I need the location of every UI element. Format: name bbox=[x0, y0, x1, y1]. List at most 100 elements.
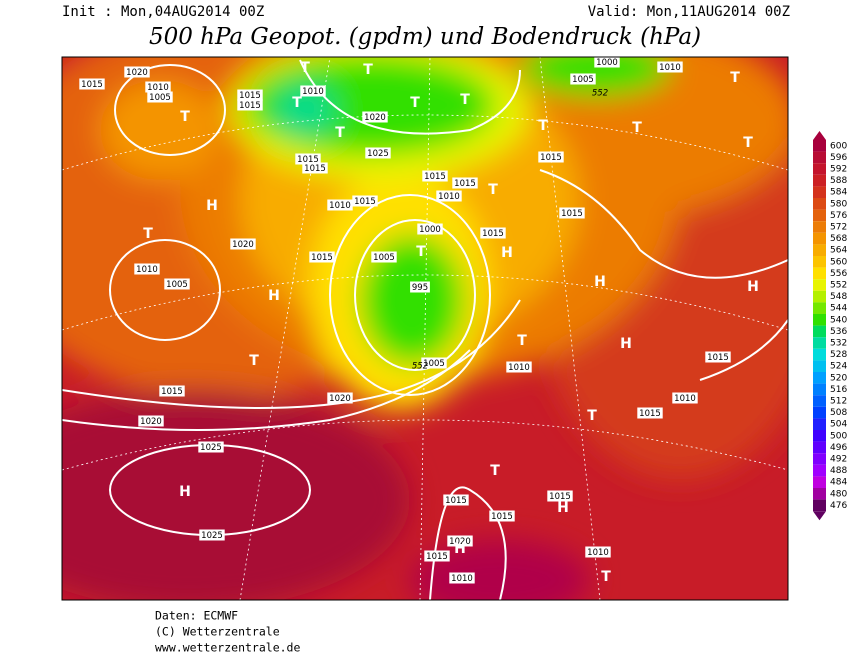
isobar-label: 1015 bbox=[549, 492, 571, 502]
isobar-label-box bbox=[585, 546, 611, 558]
isobar-label-box bbox=[480, 227, 506, 239]
isobar-label: 1010 bbox=[438, 192, 460, 202]
isobar-label: 1015 bbox=[239, 101, 261, 111]
pressure-center: H bbox=[206, 198, 218, 214]
pressure-center: T bbox=[300, 60, 310, 76]
isobar-label-box bbox=[138, 415, 164, 427]
colorbar-top-arrow bbox=[813, 131, 826, 140]
isobar-label: 1015 bbox=[304, 164, 326, 174]
isobar-label: 1020 bbox=[140, 417, 162, 427]
isobar-label-box bbox=[124, 66, 150, 78]
isobar-label-box bbox=[309, 251, 335, 263]
colorbar-label: 576 bbox=[830, 211, 847, 221]
isobar-label: 1010 bbox=[147, 83, 169, 93]
isobar-label-box bbox=[147, 91, 173, 103]
colorbar-label: 552 bbox=[830, 281, 847, 291]
isobar-label: 1010 bbox=[302, 87, 324, 97]
pressure-center: T bbox=[730, 70, 740, 86]
colorbar-swatch bbox=[813, 209, 826, 222]
colorbar-swatch bbox=[813, 267, 826, 280]
isobar-label: 1015 bbox=[297, 155, 319, 165]
isobar-label-box bbox=[705, 351, 731, 363]
colorbar-label: 484 bbox=[830, 478, 847, 488]
isobar-label: 1020 bbox=[329, 394, 351, 404]
colorbar-label: 572 bbox=[830, 223, 847, 233]
colorbar-swatch bbox=[813, 337, 826, 349]
isobar-label: 1010 bbox=[329, 201, 351, 211]
colorbar-label: 528 bbox=[830, 350, 847, 360]
isobar-label: 1010 bbox=[508, 363, 530, 373]
isobar-label: 1015 bbox=[445, 496, 467, 506]
colorbar-swatch bbox=[813, 418, 826, 430]
pressure-center: H bbox=[747, 279, 759, 295]
isobar-label: 1025 bbox=[367, 149, 389, 159]
isobar-label: 1020 bbox=[232, 240, 254, 250]
colorbar-swatch bbox=[813, 430, 826, 442]
pressure-center: T bbox=[538, 118, 548, 134]
isobar-label-box bbox=[506, 361, 532, 373]
colorbar-swatch bbox=[813, 151, 826, 164]
pressure-center: H bbox=[501, 245, 513, 261]
colorbar-label: 520 bbox=[830, 373, 847, 383]
colorbar-label: 544 bbox=[830, 304, 847, 314]
colorbar-label: 512 bbox=[830, 397, 847, 407]
isobar-label-box bbox=[199, 529, 225, 541]
isobar-label-box bbox=[362, 111, 388, 123]
colorbar-swatch bbox=[813, 314, 826, 326]
isobar-label-box bbox=[327, 199, 353, 211]
colorbar-label: 508 bbox=[830, 408, 847, 418]
colorbar-swatch bbox=[813, 499, 826, 512]
isobar-label-box bbox=[637, 407, 663, 419]
pressure-center: H bbox=[557, 500, 569, 516]
colorbar-swatch bbox=[813, 256, 826, 268]
isobar-label-box bbox=[145, 81, 171, 93]
isobar-label: 1005 bbox=[149, 93, 171, 103]
isobar-label-box bbox=[570, 73, 596, 85]
isobar-label-box bbox=[237, 89, 263, 101]
isobar-label-box bbox=[443, 494, 469, 506]
pressure-center: T bbox=[143, 226, 153, 242]
isobar-label-box bbox=[230, 238, 256, 250]
pressure-center: T bbox=[249, 353, 259, 369]
pressure-center: T bbox=[460, 92, 470, 108]
isobar-label: 1005 bbox=[373, 253, 395, 263]
colorbar-swatch bbox=[813, 488, 826, 500]
isobar-label-box bbox=[410, 281, 430, 293]
isobar-label-box bbox=[447, 535, 473, 547]
colorbar-label: 496 bbox=[830, 443, 847, 453]
colorbar-swatch bbox=[813, 441, 826, 454]
footer-source: Daten: ECMWF bbox=[155, 609, 238, 623]
isobar-label: 1015 bbox=[454, 179, 476, 189]
pressure-center: T bbox=[180, 109, 190, 125]
isobar-label: 1010 bbox=[587, 548, 609, 558]
isobar-label-box bbox=[417, 223, 443, 235]
isobar-label-box bbox=[159, 385, 185, 397]
isobar-label: 1010 bbox=[136, 265, 158, 275]
isobar-label-box bbox=[352, 195, 378, 207]
isobar-label: 1015 bbox=[639, 409, 661, 419]
colorbar-label: 580 bbox=[830, 199, 847, 209]
pressure-center: T bbox=[632, 120, 642, 136]
pressure-center: H bbox=[268, 288, 280, 304]
isobar-label-box bbox=[164, 278, 190, 290]
isobar-label: 1010 bbox=[451, 574, 473, 584]
colorbar-swatch bbox=[813, 360, 826, 372]
isobar-label-box bbox=[371, 251, 397, 263]
isobar-label-box bbox=[538, 151, 564, 163]
isobar-label-box bbox=[436, 190, 462, 202]
colorbar-swatch bbox=[813, 464, 826, 477]
pressure-center: T bbox=[743, 135, 753, 151]
colorbar-swatch bbox=[813, 406, 826, 419]
isobar-label: 1015 bbox=[354, 197, 376, 207]
isobar-label: 1010 bbox=[674, 394, 696, 404]
isobar-label-box bbox=[295, 153, 321, 165]
init-time: Init : Mon,04AUG2014 00Z bbox=[62, 4, 264, 20]
colorbar-swatch bbox=[813, 244, 826, 256]
colorbar-swatch bbox=[813, 302, 826, 314]
isobar-label: 995 bbox=[412, 283, 428, 293]
geopotential-label: 552 bbox=[412, 362, 428, 372]
colorbar-label: 592 bbox=[830, 165, 847, 175]
pressure-center: T bbox=[488, 182, 498, 198]
